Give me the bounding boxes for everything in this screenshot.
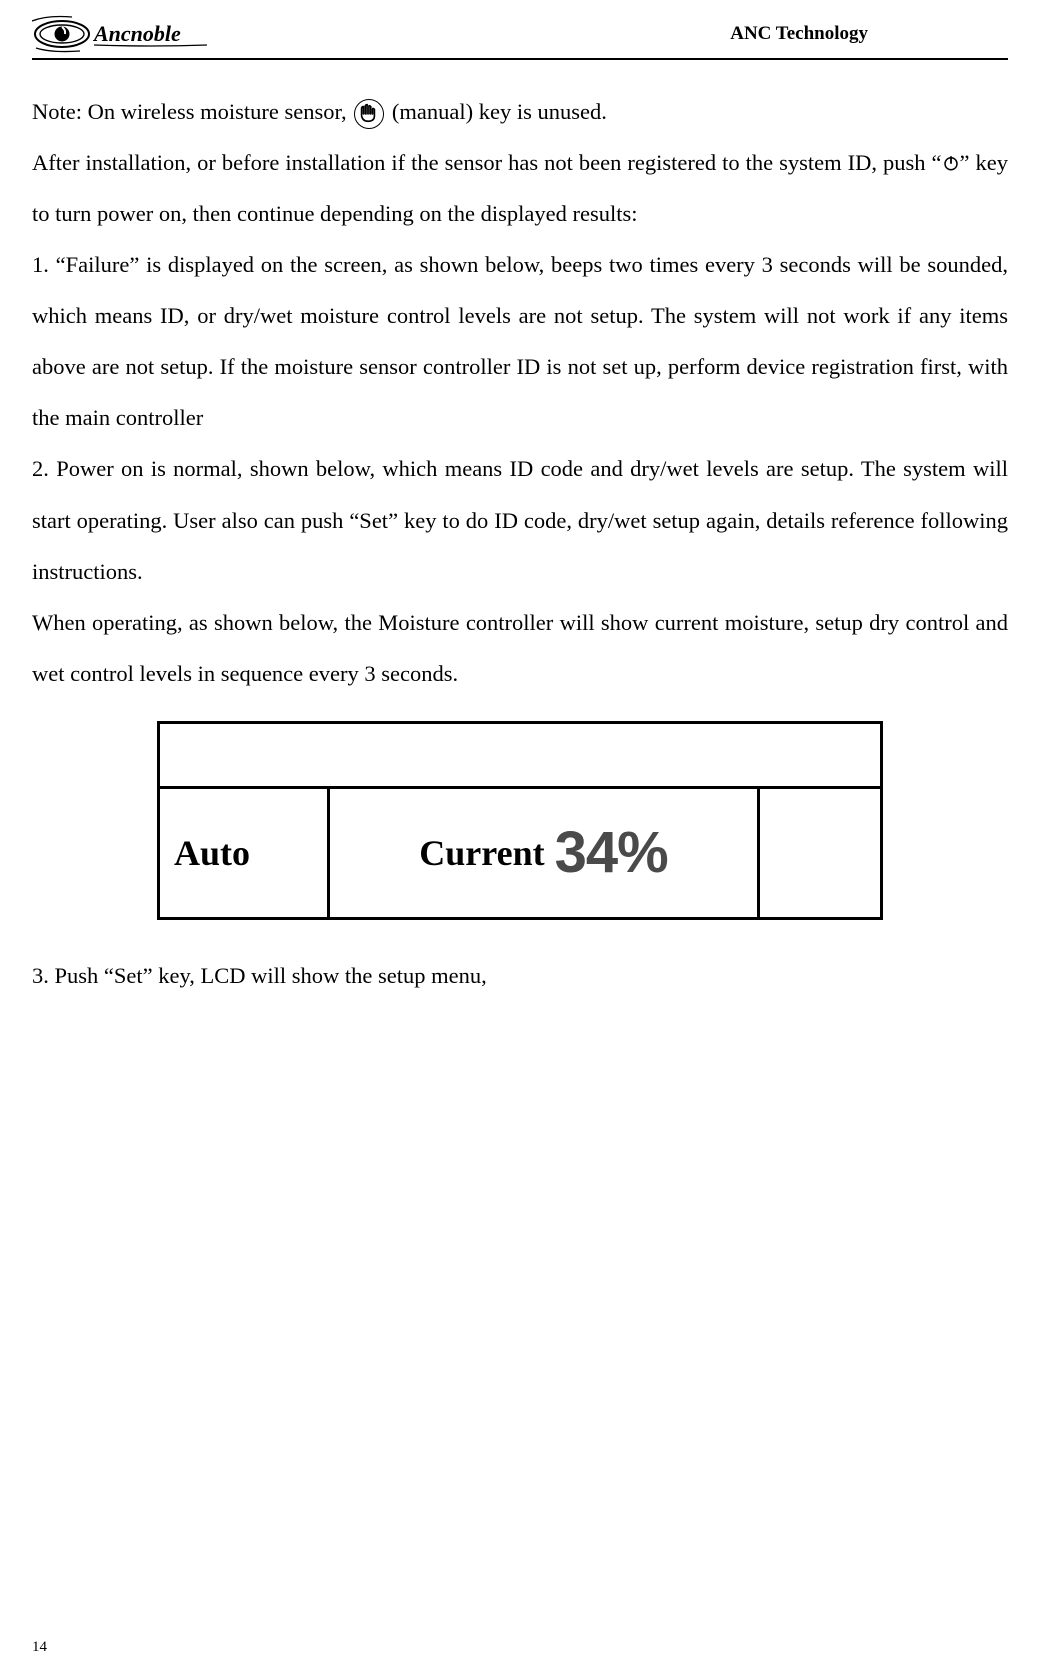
brand-logo-svg: Ancnoble [32,14,242,54]
brand-logo: Ancnoble [32,14,242,54]
lcd-mode: Auto [174,832,250,874]
lcd-value: 34% [555,819,668,886]
lcd-display-figure: Auto Current 34% [157,721,883,920]
paragraph-normal: 2. Power on is normal, shown below, whic… [32,443,1008,596]
header-company: ANC Technology [730,23,1008,45]
page: Ancnoble ANC Technology Note: On wireles… [0,0,1040,1674]
lcd-main-row: Auto Current 34% [160,789,880,917]
paragraph-operating: When operating, as shown below, the Mois… [32,597,1008,699]
paragraph-install: After installation, or before installati… [32,137,1008,239]
hand-manual-icon [354,99,384,129]
lcd-label: Current [419,832,544,874]
lcd-right-cell [760,789,880,917]
text: Note: On wireless moisture sensor, [32,99,352,124]
lcd-mode-cell: Auto [160,789,330,917]
paragraph-setkey: 3. Push “Set” key, LCD will show the set… [32,950,1008,1001]
lcd-top-row [160,724,880,789]
text: After installation, or before installati… [32,150,942,175]
text: (manual) key is unused. [392,99,607,124]
body-text-2: 3. Push “Set” key, LCD will show the set… [32,950,1008,1001]
lcd-value-cell: Current 34% [330,789,760,917]
paragraph-note: Note: On wireless moisture sensor, (manu… [32,86,1008,137]
body-text: Note: On wireless moisture sensor, (manu… [32,86,1008,699]
page-number: 14 [32,1639,47,1656]
svg-text:Ancnoble: Ancnoble [92,21,181,46]
power-icon [942,154,960,172]
page-header: Ancnoble ANC Technology [32,14,1008,60]
paragraph-failure: 1. “Failure” is displayed on the screen,… [32,239,1008,443]
